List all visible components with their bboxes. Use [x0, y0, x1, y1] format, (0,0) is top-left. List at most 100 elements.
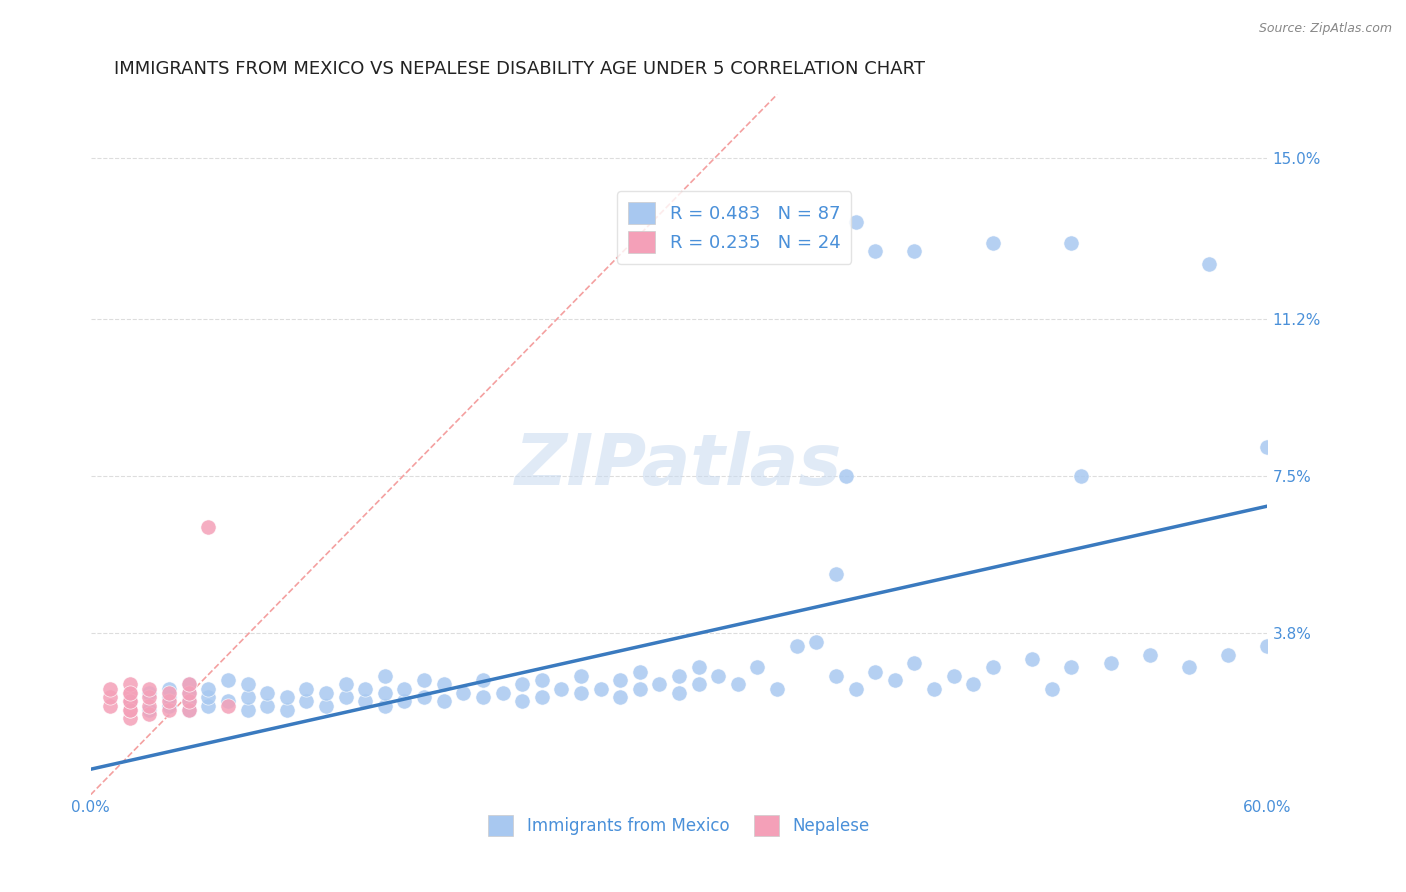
Point [413, 690, 436, 704]
Point [413, 673, 436, 687]
Point [1295, 457, 1317, 471]
Point [1295, 512, 1317, 526]
Point [707, 669, 730, 683]
Point [177, 686, 200, 700]
Point [197, 698, 219, 713]
Point [394, 694, 416, 708]
Point [118, 703, 141, 717]
Point [609, 690, 631, 704]
Point [609, 673, 631, 687]
Point [354, 694, 377, 708]
Text: ZIPatlas: ZIPatlas [516, 431, 842, 500]
Point [256, 698, 278, 713]
Point [335, 690, 357, 704]
Point [1256, 639, 1278, 653]
Point [236, 690, 259, 704]
Point [727, 677, 749, 691]
Point [118, 686, 141, 700]
Text: IMMIGRANTS FROM MEXICO VS NEPALESE DISABILITY AGE UNDER 5 CORRELATION CHART: IMMIGRANTS FROM MEXICO VS NEPALESE DISAB… [114, 60, 925, 78]
Point [863, 244, 886, 259]
Point [845, 681, 868, 696]
Point [217, 673, 239, 687]
Point [766, 681, 789, 696]
Point [177, 703, 200, 717]
Point [1256, 440, 1278, 454]
Point [157, 690, 180, 704]
Point [138, 698, 160, 713]
Point [688, 677, 710, 691]
Point [276, 690, 298, 704]
Point [374, 669, 396, 683]
Point [276, 703, 298, 717]
Point [138, 681, 160, 696]
Point [118, 711, 141, 725]
Point [335, 677, 357, 691]
Point [217, 698, 239, 713]
Point [157, 703, 180, 717]
Legend: Immigrants from Mexico, Nepalese: Immigrants from Mexico, Nepalese [482, 809, 876, 842]
Point [98, 698, 121, 713]
Point [922, 681, 945, 696]
Point [825, 567, 848, 582]
Point [1070, 469, 1092, 483]
Point [668, 686, 690, 700]
Point [589, 681, 612, 696]
Point [295, 694, 318, 708]
Point [569, 686, 592, 700]
Point [177, 703, 200, 717]
Point [177, 694, 200, 708]
Point [177, 677, 200, 691]
Point [157, 694, 180, 708]
Point [118, 694, 141, 708]
Point [236, 677, 259, 691]
Point [786, 639, 808, 653]
Point [510, 694, 533, 708]
Point [177, 694, 200, 708]
Point [491, 686, 513, 700]
Point [217, 694, 239, 708]
Point [1218, 648, 1240, 662]
Point [98, 681, 121, 696]
Point [747, 660, 769, 674]
Point [471, 673, 494, 687]
Point [981, 660, 1004, 674]
Point [236, 703, 259, 717]
Text: Source: ZipAtlas.com: Source: ZipAtlas.com [1258, 22, 1392, 36]
Point [1178, 660, 1201, 674]
Point [295, 681, 318, 696]
Point [806, 635, 828, 649]
Point [530, 690, 553, 704]
Point [510, 677, 533, 691]
Point [354, 681, 377, 696]
Point [394, 681, 416, 696]
Point [835, 469, 858, 483]
Point [550, 681, 572, 696]
Point [1295, 257, 1317, 271]
Point [981, 235, 1004, 250]
Point [962, 677, 984, 691]
Point [1099, 656, 1122, 670]
Point [138, 690, 160, 704]
Point [1060, 660, 1083, 674]
Point [1198, 257, 1220, 271]
Point [883, 673, 905, 687]
Point [433, 677, 456, 691]
Point [315, 698, 337, 713]
Point [177, 677, 200, 691]
Point [825, 669, 848, 683]
Point [315, 686, 337, 700]
Point [903, 656, 925, 670]
Point [177, 686, 200, 700]
Point [118, 694, 141, 708]
Point [157, 686, 180, 700]
Point [628, 665, 651, 679]
Point [374, 686, 396, 700]
Point [1275, 440, 1298, 454]
Point [138, 686, 160, 700]
Point [453, 686, 475, 700]
Point [157, 681, 180, 696]
Point [118, 694, 141, 708]
Point [157, 698, 180, 713]
Point [569, 669, 592, 683]
Point [433, 694, 456, 708]
